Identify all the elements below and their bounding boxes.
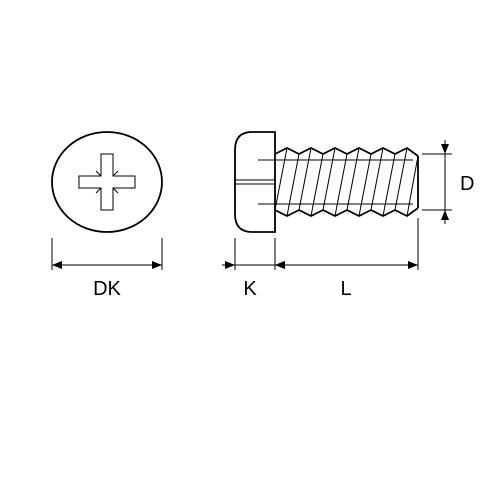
- dimension-d: D: [422, 140, 474, 224]
- thread: [275, 148, 418, 216]
- side-view: [235, 132, 418, 232]
- phillips-cross-icon: [79, 154, 135, 210]
- dimension-l: L: [275, 218, 418, 300]
- label-k: K: [243, 278, 257, 300]
- label-l: L: [340, 278, 351, 300]
- label-dk: DK: [93, 278, 121, 300]
- label-d: D: [460, 173, 474, 195]
- screw-diagram: DK K L D: [0, 0, 500, 500]
- top-view: [52, 132, 162, 232]
- dimension-k: K: [222, 238, 288, 300]
- dimension-dk: DK: [52, 238, 162, 300]
